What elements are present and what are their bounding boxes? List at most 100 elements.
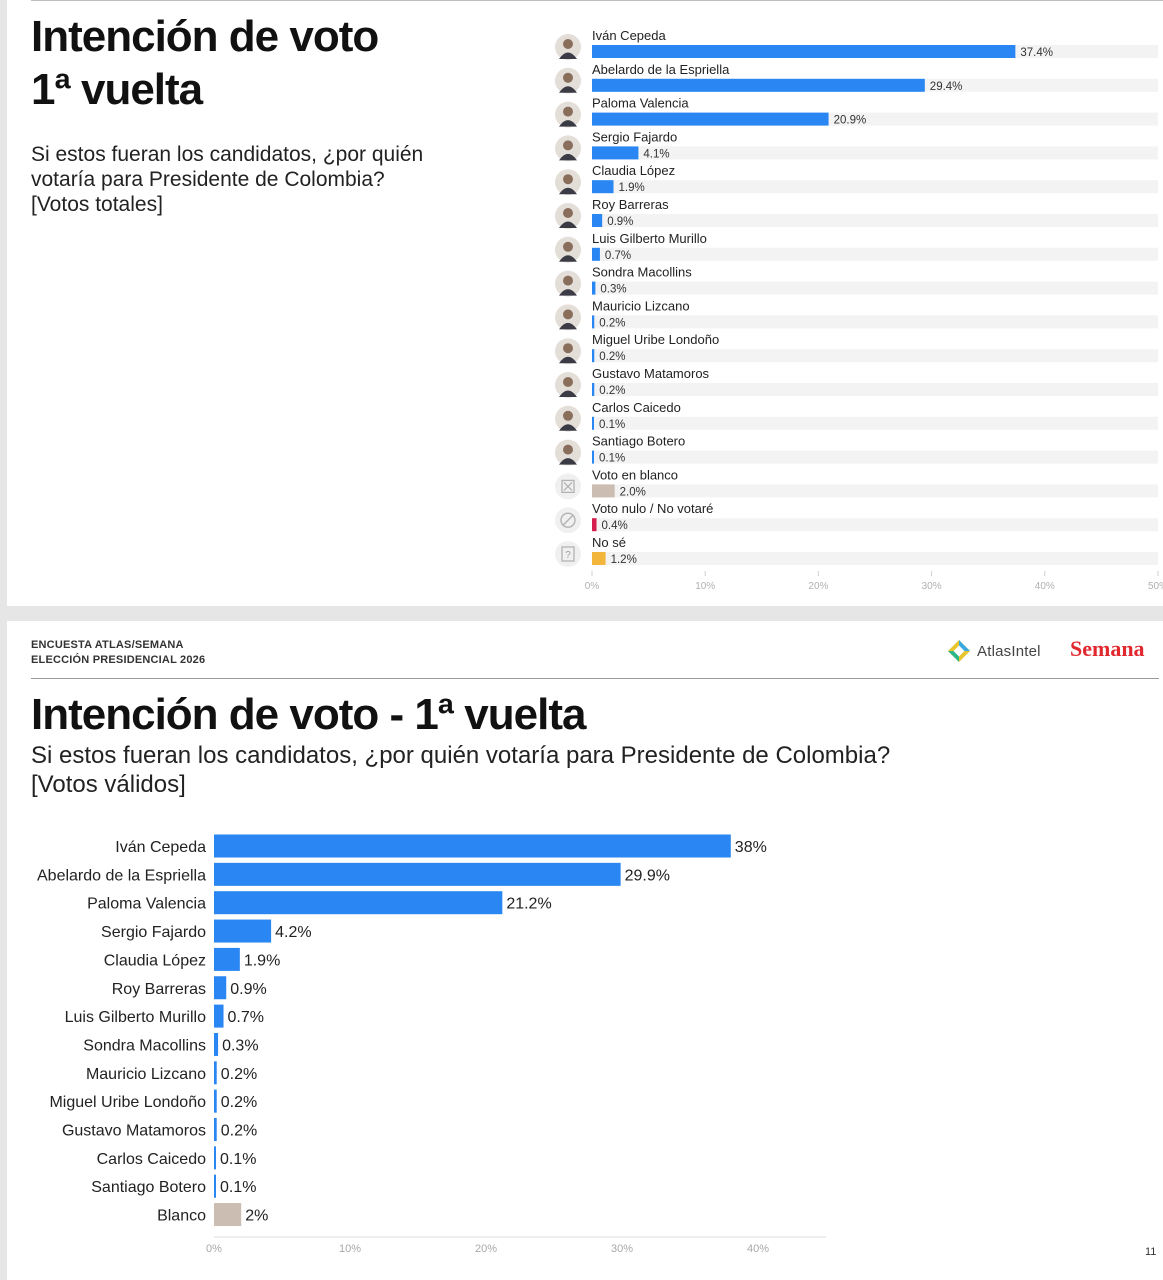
bottom-bar	[214, 1089, 217, 1113]
bottom-bar	[214, 976, 227, 1000]
top-category-label: Voto nulo / No votaré	[592, 501, 713, 516]
top-bar-row: Abelardo de la Espriella 29.4%	[555, 62, 1158, 94]
top-bar-track	[592, 518, 1158, 532]
avatar-icon	[555, 101, 581, 128]
bottom-x-tick-label: 20%	[475, 1243, 497, 1255]
top-bar-chart: Iván Cepeda 37.4% Abelardo de la Espriella…	[555, 28, 1163, 592]
top-subtitle-line: Si estos fueran los candidatos, ¿por qui…	[31, 143, 424, 166]
bottom-category-label: Carlos Caicedo	[97, 1151, 206, 1168]
bottom-bar	[214, 1061, 217, 1085]
top-x-tick-label: 30%	[922, 581, 942, 592]
top-bar	[592, 315, 595, 329]
bottom-data-label: 0.7%	[228, 1009, 264, 1026]
bottom-bar-row: Blanco 2%	[157, 1203, 268, 1227]
bottom-x-tick-label: 10%	[339, 1243, 361, 1255]
top-data-label: 0.1%	[599, 419, 625, 431]
bottom-data-label: 38%	[735, 839, 767, 856]
semana-logo: Semana	[1070, 636, 1145, 661]
bottom-category-label: Sergio Fajardo	[101, 924, 206, 941]
top-data-label: 0.2%	[599, 317, 625, 329]
top-x-tick-label: 10%	[695, 581, 715, 592]
top-data-label: 0.1%	[599, 453, 625, 465]
top-bar-track	[592, 180, 1158, 194]
top-x-tick-label: 0%	[585, 581, 600, 592]
top-category-label: Claudia López	[592, 163, 675, 178]
bottom-bar	[214, 1032, 219, 1056]
top-category-label: Carlos Caicedo	[592, 400, 681, 415]
bottom-bar	[214, 1146, 216, 1170]
avatar-icon	[555, 169, 581, 196]
bottom-subtitle: Si estos fueran los candidatos, ¿por qui…	[31, 741, 1131, 799]
avatar-icon	[555, 372, 581, 398]
top-bar	[592, 78, 925, 92]
top-bar	[592, 281, 596, 295]
top-bar-row: Claudia López 1.9%	[555, 163, 1158, 196]
top-bar-row: Voto en blanco 2.0%	[555, 467, 1158, 500]
top-subtitle-line: [Votos totales]	[31, 193, 163, 216]
bottom-bar-row: Mauricio Lizcano 0.2%	[86, 1061, 257, 1085]
top-bar-row: Voto nulo / No votaré 0.4%	[555, 501, 1158, 534]
bottom-data-label: 0.9%	[230, 981, 266, 998]
top-subtitle-line: votaría para Presidente de Colombia?	[31, 168, 385, 191]
bottom-bar-row: Sondra Macollins 0.3%	[83, 1032, 259, 1056]
top-bar-track	[592, 281, 1158, 295]
top-title: Intención de voto 1ª vuelta	[31, 10, 379, 116]
top-data-label: 2.0%	[620, 486, 646, 498]
top-bar-row: Mauricio Lizcano 0.2%	[555, 298, 1158, 331]
top-category-label: Sergio Fajardo	[592, 129, 677, 144]
avatar-icon	[555, 34, 581, 60]
bottom-category-label: Mauricio Lizcano	[86, 1066, 206, 1083]
top-data-label: 0.2%	[599, 385, 625, 397]
top-data-label: 1.9%	[619, 182, 645, 194]
bottom-category-label: Roy Barreras	[112, 981, 206, 998]
avatar-icon	[555, 135, 581, 162]
top-bar-row: Paloma Valencia 20.9%	[555, 96, 1158, 128]
top-bar-row: Miguel Uribe Londoño 0.2%	[555, 332, 1158, 365]
bottom-bar-row: Claudia López 1.9%	[104, 947, 280, 971]
top-data-label: 4.1%	[643, 148, 669, 160]
top-category-label: Paloma Valencia	[592, 96, 689, 111]
top-category-label: No sé	[592, 535, 626, 550]
top-bar	[592, 552, 606, 565]
top-bar-row: Luis Gilberto Murillo 0.7%	[555, 231, 1158, 263]
bottom-bar-row: Miguel Uribe Londoño 0.2%	[49, 1089, 257, 1113]
top-data-label: 0.4%	[602, 520, 628, 532]
top-title-line: Intención de voto	[31, 12, 379, 61]
top-bar-row: Sondra Macollins 0.3%	[555, 265, 1158, 297]
bottom-category-label: Sondra Macollins	[83, 1037, 206, 1054]
bottom-bar-row: Abelardo de la Espriella 29.9%	[37, 862, 670, 886]
avatar-icon	[555, 439, 581, 466]
bottom-data-label: 21.2%	[506, 896, 551, 913]
top-data-label: 37.4%	[1020, 47, 1053, 59]
top-category-label: Sondra Macollins	[592, 265, 692, 280]
bottom-data-label: 1.9%	[244, 952, 280, 969]
bottom-bar-row: Sergio Fajardo 4.2%	[101, 919, 312, 943]
bottom-data-label: 0.1%	[220, 1179, 256, 1196]
top-chart-panel: Intención de voto 1ª vuelta Si estos fue…	[7, 0, 1163, 606]
survey-header: ENCUESTA ATLAS/SEMANA ELECCIÓN PRESIDENC…	[31, 638, 205, 668]
bottom-bar	[214, 1004, 224, 1028]
bottom-subtitle-line: [Votos válidos]	[31, 771, 186, 798]
question-box-icon: ?	[555, 541, 581, 567]
bottom-bar	[214, 891, 503, 915]
avatar-icon	[555, 67, 581, 94]
top-category-label: Voto en blanco	[592, 467, 678, 482]
top-bar-track	[592, 315, 1158, 329]
top-bar-row: Iván Cepeda 37.4%	[555, 28, 1158, 60]
bottom-x-tick-label: 0%	[206, 1243, 222, 1255]
svg-text:?: ?	[565, 550, 571, 561]
bottom-x-tick-label: 30%	[611, 1243, 633, 1255]
top-category-label: Roy Barreras	[592, 197, 669, 212]
bottom-bar	[214, 1203, 242, 1227]
top-bar-track	[592, 383, 1158, 396]
top-data-label: 0.3%	[600, 284, 626, 296]
bottom-subtitle-line: Si estos fueran los candidatos, ¿por qui…	[31, 742, 891, 769]
bottom-category-label: Santiago Botero	[91, 1179, 206, 1196]
top-bar-track	[592, 552, 1158, 565]
bottom-category-label: Paloma Valencia	[87, 896, 206, 913]
bottom-category-label: Blanco	[157, 1208, 206, 1225]
header-rule	[31, 678, 1159, 679]
bottom-category-label: Abelardo de la Espriella	[37, 867, 206, 884]
top-category-label: Iván Cepeda	[592, 28, 666, 43]
bottom-data-label: 29.9%	[625, 867, 670, 884]
